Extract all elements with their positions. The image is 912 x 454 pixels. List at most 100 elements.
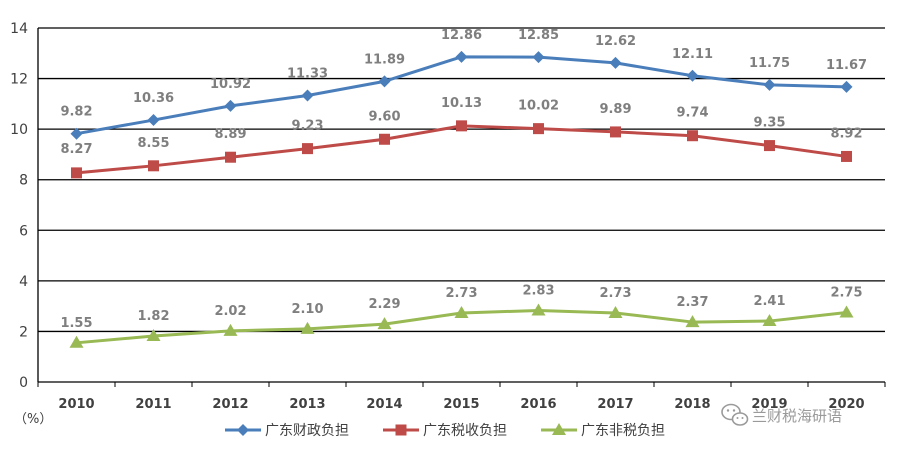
data-point-square: [148, 160, 159, 172]
data-point-square: [395, 424, 407, 436]
legend-label: 广东税收负担: [423, 423, 507, 439]
data-label: 2.10: [291, 302, 323, 317]
series-line: [76, 124, 847, 175]
data-point-square: [456, 120, 467, 132]
data-label: 10.13: [441, 96, 482, 111]
legend-label: 广东非税负担: [581, 423, 665, 439]
series-1: [70, 50, 853, 140]
data-label: 10.92: [210, 77, 251, 92]
legend-item: 广东税收负担: [383, 423, 507, 439]
data-label: 1.55: [60, 316, 92, 331]
axes: 0 2 4 6 8 10 12 14 2010 2011 2012 2013 2014 2015 2016 2…: [10, 21, 886, 412]
wechat-icon: [721, 403, 749, 426]
y-tick-label: 10: [10, 122, 28, 138]
data-label: 2.73: [599, 286, 631, 301]
data-point-triangle: [762, 314, 777, 327]
data-label: 9.89: [599, 102, 631, 117]
data-label: 1.82: [137, 309, 169, 324]
data-point-triangle: [839, 305, 854, 318]
data-point-diamond: [840, 80, 853, 93]
data-label: 11.67: [826, 58, 867, 73]
legend-item: 广东非税负担: [541, 423, 665, 439]
data-point-triangle: [685, 315, 700, 328]
x-tick-label: 2013: [289, 397, 325, 412]
data-label: 8.55: [137, 136, 169, 151]
data-label: 2.37: [676, 295, 708, 310]
data-label: 10.36: [133, 91, 174, 106]
data-point-square: [841, 150, 852, 162]
data-point-triangle: [608, 305, 623, 318]
data-point-diamond: [686, 69, 699, 82]
data-label: 9.60: [368, 109, 400, 124]
data-label: 11.89: [364, 52, 405, 67]
x-tick-label: 2011: [135, 397, 171, 412]
data-label: 8.92: [830, 126, 862, 141]
x-tick-label: 2019: [751, 397, 787, 412]
data-point-square: [687, 130, 698, 142]
data-label: 2.75: [830, 285, 862, 300]
data-point-triangle: [223, 323, 238, 336]
legend-item: 广东财政负担: [225, 423, 349, 439]
data-label: 9.23: [291, 119, 323, 134]
x-tick-label: 2018: [674, 397, 710, 412]
x-tick-label: 2015: [443, 397, 479, 412]
data-label: 11.75: [749, 56, 790, 71]
data-labels: 9.82 10.36 10.92 11.33 11.89 12.86 12.85 12.62 1…: [60, 28, 867, 331]
data-label: 2.02: [214, 304, 246, 319]
watermark: 兰财税海研语: [721, 403, 842, 426]
data-point-triangle: [69, 335, 84, 348]
data-label: 10.02: [518, 99, 559, 114]
data-point-diamond: [455, 50, 468, 63]
x-tick-label: 2020: [828, 397, 864, 412]
x-tick-label: 2016: [520, 397, 556, 412]
data-point-diamond: [532, 51, 545, 64]
data-point-square: [225, 151, 236, 163]
legend-label: 广东财政负担: [265, 423, 349, 439]
x-tick-label: 2012: [212, 397, 248, 412]
data-label: 12.86: [441, 28, 482, 43]
data-point-diamond: [224, 99, 237, 112]
data-point-triangle: [552, 423, 566, 435]
data-label: 2.83: [522, 283, 554, 298]
data-point-diamond: [237, 424, 249, 436]
data-point-square: [379, 133, 390, 145]
legend: 广东财政负担 广东税收负担 广东非税负担: [225, 423, 665, 439]
data-point-square: [71, 167, 82, 179]
data-point-square: [302, 143, 313, 155]
data-label: 9.74: [676, 106, 708, 121]
data-point-diamond: [378, 75, 391, 88]
data-label: 12.85: [518, 28, 559, 43]
data-point-square: [610, 126, 621, 138]
data-label: 12.11: [672, 47, 713, 62]
y-tick-label: 2: [19, 324, 28, 340]
series-2: [71, 120, 852, 179]
data-point-triangle: [454, 305, 469, 318]
data-label: 12.62: [595, 34, 636, 49]
watermark-text: 兰财税海研语: [752, 407, 842, 425]
series-layer: [69, 50, 854, 348]
grid-lines: [38, 27, 885, 383]
data-label: 8.89: [214, 127, 246, 142]
data-point-diamond: [609, 56, 622, 69]
x-tick-label: 2017: [597, 397, 633, 412]
data-label: 11.33: [287, 67, 328, 82]
data-point-diamond: [301, 89, 314, 102]
x-tick-label: 2010: [58, 397, 94, 412]
data-point-square: [533, 123, 544, 135]
y-tick-label: 12: [10, 72, 28, 88]
y-tick-label: 8: [19, 173, 28, 189]
data-point-triangle: [377, 317, 392, 330]
unit-label: （%）: [14, 412, 52, 427]
data-label: 2.73: [445, 286, 477, 301]
data-point-diamond: [70, 127, 83, 140]
y-tick-label: 0: [19, 375, 28, 391]
data-point-triangle: [300, 321, 315, 334]
series-3: [69, 303, 854, 348]
x-tick-label: 2014: [366, 397, 402, 412]
data-point-triangle: [531, 303, 546, 316]
data-point-triangle: [146, 328, 161, 341]
y-tick-label: 6: [19, 223, 28, 239]
y-tick-label: 14: [10, 21, 28, 37]
data-point-square: [764, 140, 775, 152]
